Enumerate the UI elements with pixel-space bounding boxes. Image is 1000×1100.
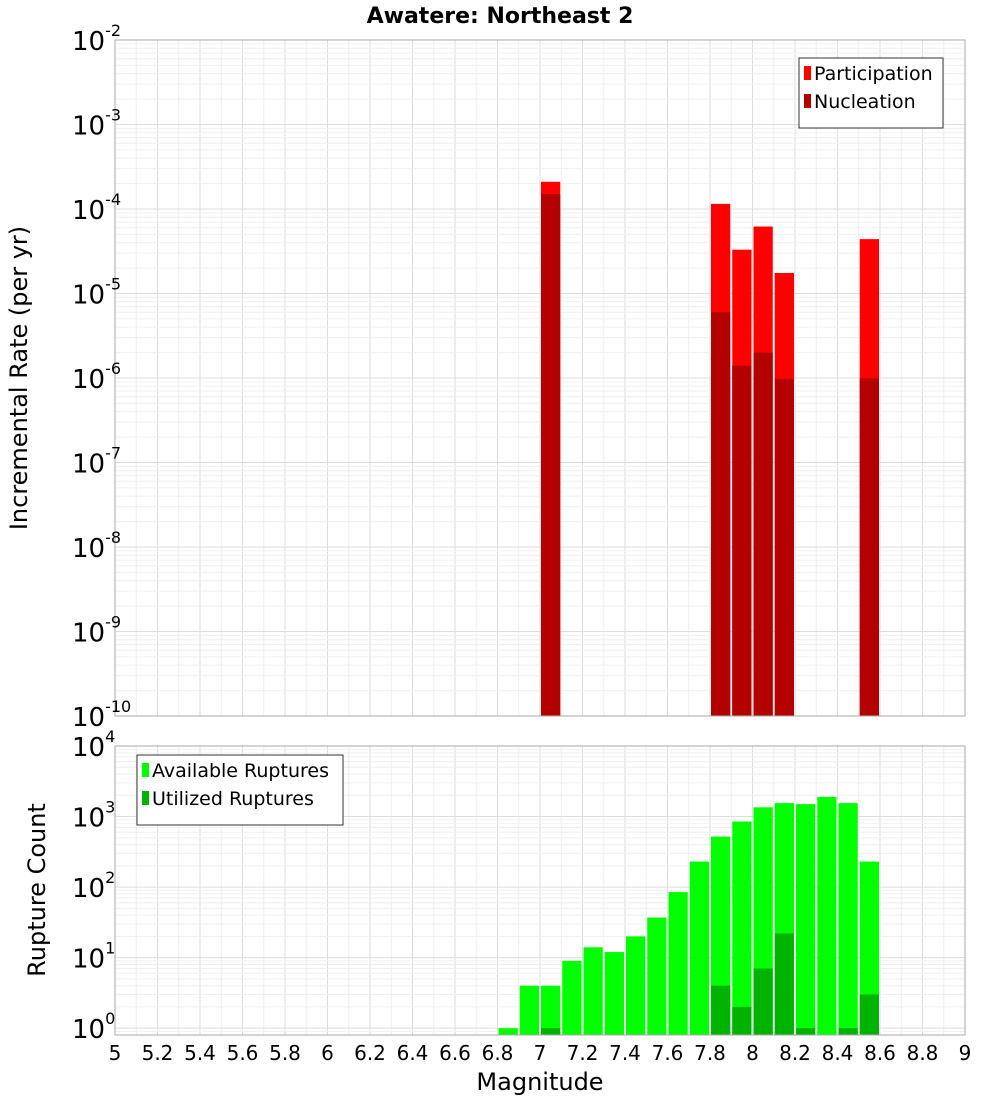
rate-panel: 10-10 10-9 10-8 10-7 10-6 10-5 10-4 10-3 10-2 In…: [5, 21, 966, 733]
x-tick-label: 6.4: [397, 1041, 429, 1065]
count-legend-box: [136, 754, 344, 826]
x-tick-label: 7.6: [652, 1041, 684, 1065]
participation-legend-swatch: [804, 66, 811, 80]
x-tick-label: 6: [321, 1041, 334, 1065]
x-tick-label: 8.2: [779, 1041, 811, 1065]
utilized-ruptures-bar: [732, 1006, 752, 1035]
rate-y-tick-label: 10-8: [72, 528, 121, 564]
available-ruptures-bar: [647, 917, 667, 1035]
count-plot-frame: [114, 745, 966, 1036]
x-tick-label: 6.8: [482, 1041, 514, 1065]
rate-y-tick-labels: 10-10 10-9 10-8 10-7 10-6 10-5 10-4 10-3 10-2: [72, 21, 131, 733]
count-y-tick-label: 103: [72, 798, 115, 834]
available-ruptures-legend-swatch: [142, 763, 149, 777]
count-legend: Available Ruptures Utilized Ruptures: [136, 754, 344, 826]
x-tick-label: 8: [746, 1041, 759, 1065]
x-axis-label: Magnitude: [476, 1068, 603, 1096]
rate-y-tick-label: 10-2: [72, 21, 121, 57]
rate-y-tick-label: 10-7: [72, 444, 121, 480]
utilized-ruptures-bar: [711, 985, 731, 1035]
available-ruptures-bar: [562, 960, 582, 1035]
available-ruptures-bar: [859, 861, 879, 1035]
utilized-ruptures-legend-label: Utilized Ruptures: [152, 788, 314, 810]
nucleation-legend-label: Nucleation: [814, 91, 916, 113]
nucleation-bar: [859, 378, 879, 716]
nucleation-bar: [711, 312, 731, 716]
x-tick-label: 8.8: [907, 1041, 939, 1065]
available-ruptures-bar: [796, 804, 816, 1035]
utilized-ruptures-bar: [838, 1028, 858, 1035]
utilized-ruptures-bar: [859, 994, 879, 1035]
x-tick-label: 7.4: [609, 1041, 641, 1065]
available-ruptures-bar: [689, 861, 709, 1035]
nucleation-bar: [753, 352, 773, 716]
rate-y-tick-label: 10-4: [72, 190, 121, 226]
available-ruptures-bar: [583, 947, 603, 1035]
x-tick-label: 6.2: [354, 1041, 386, 1065]
rate-y-tick-label: 10-9: [72, 613, 121, 649]
rate-y-tick-label: 10-6: [72, 359, 121, 395]
utilized-ruptures-bar: [753, 968, 773, 1035]
x-tick-label: 6.6: [439, 1041, 471, 1065]
rate-y-tick-label: 10-3: [72, 106, 121, 142]
x-tick-label: 8.4: [822, 1041, 854, 1065]
rate-legend: Participation Nucleation: [798, 57, 944, 129]
x-tick-label: 5.4: [184, 1041, 216, 1065]
available-ruptures-bar: [541, 985, 561, 1035]
rate-bars: [541, 181, 879, 717]
utilized-ruptures-bar: [774, 933, 794, 1035]
rate-y-tick-label: 10-10: [72, 697, 131, 733]
available-ruptures-bar: [668, 892, 688, 1035]
nucleation-bar: [541, 194, 561, 716]
available-ruptures-bar: [519, 985, 539, 1035]
count-y-tick-label: 102: [72, 868, 115, 904]
x-tick-label: 7: [534, 1041, 547, 1065]
available-ruptures-bar: [626, 936, 646, 1035]
utilized-ruptures-bar: [796, 1028, 816, 1035]
rate-plot-frame: [114, 39, 966, 717]
count-bars: [498, 796, 879, 1035]
available-ruptures-bar: [711, 836, 731, 1035]
x-tick-label: 5.6: [227, 1041, 259, 1065]
x-tick-label: 5.8: [269, 1041, 301, 1065]
x-tick-label: 9: [959, 1041, 972, 1065]
available-ruptures-bar: [498, 1028, 518, 1035]
x-tick-label: 7.2: [567, 1041, 599, 1065]
participation-legend-label: Participation: [814, 63, 933, 85]
utilized-ruptures-legend-swatch: [142, 791, 149, 805]
x-tick-label: 7.8: [694, 1041, 726, 1065]
count-y-tick-label: 100: [72, 1009, 115, 1045]
nucleation-legend-swatch: [804, 94, 811, 108]
rate-legend-box: [798, 57, 944, 129]
count-y-tick-label: 101: [72, 939, 115, 975]
available-ruptures-legend-label: Available Ruptures: [152, 760, 329, 782]
utilized-ruptures-bar: [541, 1028, 561, 1035]
x-tick-label: 5.2: [142, 1041, 174, 1065]
rate-y-axis-label: Incremental Rate (per yr): [5, 226, 33, 530]
available-ruptures-bar: [604, 952, 624, 1035]
nucleation-bar: [774, 379, 794, 716]
available-ruptures-bar: [838, 803, 858, 1035]
rate-y-tick-label: 10-5: [72, 275, 121, 311]
rate-gridlines: [114, 39, 966, 717]
count-panel: 100 101 102 103 104 Rupture Count Available …: [23, 727, 966, 1045]
x-tick-label: 5: [109, 1041, 122, 1065]
available-ruptures-bar: [817, 796, 837, 1035]
x-tick-labels: 5 5.2 5.4 5.6 5.8 6 6.2 6.4 6.6 6.8 7 7.2 7.4 7.6 7.8 8…: [109, 1041, 972, 1065]
x-tick-label: 8.6: [864, 1041, 896, 1065]
available-ruptures-bar: [732, 821, 752, 1035]
count-y-axis-label: Rupture Count: [23, 803, 51, 977]
chart-title: Awatere: Northeast 2: [367, 4, 634, 29]
nucleation-bar: [732, 365, 752, 716]
count-y-tick-labels: 100 101 102 103 104: [72, 727, 115, 1045]
count-y-tick-label: 104: [72, 727, 115, 763]
count-gridlines: [114, 745, 966, 1036]
